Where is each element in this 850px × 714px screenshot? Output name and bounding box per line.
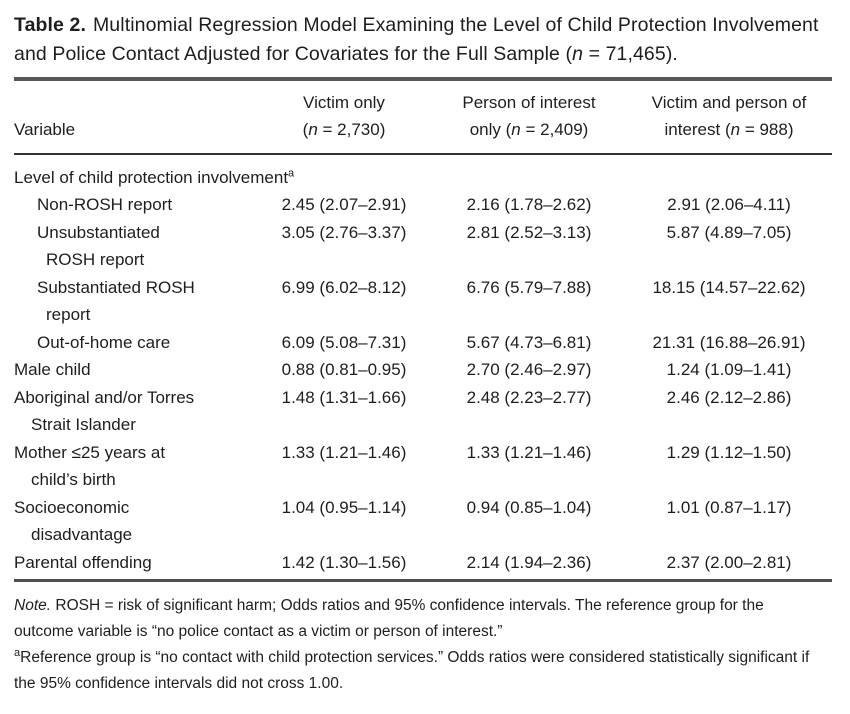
variable-label-line: Strait Islander: [31, 415, 136, 434]
odds-ratio-cell: 1.29 (1.12–1.50): [666, 442, 792, 462]
odds-ratio-cell: 6.09 (5.08–7.31): [281, 332, 407, 352]
column-header-line1: Person of interest: [462, 92, 596, 112]
variable-label-line: Unsubstantiated: [37, 222, 160, 242]
variable-label-line: Level of child protection involvementa: [14, 166, 295, 187]
column-header-line2: (n = 2,730): [302, 120, 386, 139]
variable-label-line: Aboriginal and/or Torres: [14, 387, 195, 407]
odds-ratio-cell: 1.01 (0.87–1.17): [666, 497, 792, 517]
variable-label-line: Socioeconomic: [14, 497, 130, 517]
odds-ratio-cell: 1.48 (1.31–1.66): [281, 387, 407, 407]
odds-ratio-cell: 2.81 (2.52–3.13): [466, 222, 592, 242]
footnote-text: Reference group is “no contact with chil…: [14, 648, 810, 692]
table-row: Out-of-home care 6.09 (5.08–7.31) 5.67 (4.…: [14, 329, 834, 357]
footnote-marker: a: [14, 646, 21, 659]
odds-ratio-cell: 5.87 (4.89–7.05): [666, 222, 792, 242]
odds-ratio-cell: 3.05 (2.76–3.37): [281, 222, 407, 242]
table-row: Non-ROSH report 2.45 (2.07–2.91) 2.16 (1.7…: [14, 191, 834, 219]
odds-ratio-cell: 0.94 (0.85–1.04): [466, 497, 592, 517]
variable-cell: Socioeconomic disadvantage: [14, 494, 254, 549]
table-row: Male child 0.88 (0.81–0.95) 2.70 (2.46–2.9…: [14, 356, 834, 384]
odds-ratio-cell: 6.99 (6.02–8.12): [281, 277, 407, 297]
table-number-label: Table 2.: [14, 14, 86, 36]
n-symbol: n: [511, 120, 521, 139]
n-symbol: n: [730, 120, 741, 139]
variable-label-line: child’s birth: [31, 470, 116, 489]
variable-label-line: Male child: [14, 360, 91, 379]
odds-ratio-cell: 21.31 (16.88–26.91): [652, 332, 806, 352]
table-row: Parental offending 1.42 (1.30–1.56) 2.14 (…: [14, 549, 834, 577]
column-header-person-of-interest-only: Person of interest only (n = 2,409): [434, 81, 624, 153]
header-row: Variable Victim only (n = 2,730) Person …: [14, 81, 834, 153]
odds-ratio-cell: 18.15 (14.57–22.62): [652, 277, 806, 297]
odds-ratio-cell: 1.04 (0.95–1.14): [281, 497, 407, 517]
odds-ratio-cell: 2.46 (2.12–2.86): [666, 387, 792, 407]
table-row: Level of child protection involvementa: [14, 155, 834, 192]
sample-n-value: = 71,465).: [583, 43, 678, 65]
odds-ratio-cell: 5.67 (4.73–6.81): [466, 332, 592, 352]
variable-cell: Unsubstantiated ROSH report: [14, 219, 254, 274]
note-lead: Note.: [14, 596, 52, 614]
general-note: Note. ROSH = risk of significant harm; O…: [14, 593, 826, 645]
note-text: ROSH = risk of significant harm; Odds ra…: [14, 596, 764, 640]
table-row: Aboriginal and/or Torres Strait Islander 1…: [14, 384, 834, 439]
odds-ratio-cell: 2.45 (2.07–2.91): [281, 195, 407, 214]
notes-section: Note. ROSH = risk of significant harm; O…: [14, 593, 826, 697]
footnote-a: aReference group is “no contact with chi…: [14, 645, 826, 697]
column-header-label: Variable: [14, 120, 76, 139]
odds-ratio-cell: 1.33 (1.21–1.46): [466, 442, 592, 462]
variable-cell: Substantiated ROSH report: [14, 274, 254, 329]
odds-ratio-cell: 2.37 (2.00–2.81): [666, 552, 792, 572]
odds-ratio-cell: 0.88 (0.81–0.95): [281, 360, 407, 379]
n-symbol: n: [308, 120, 318, 139]
variable-label-line: Out-of-home care: [37, 332, 171, 352]
variable-label-line: disadvantage: [31, 525, 133, 544]
variable-label-line: Substantiated ROSH: [37, 277, 195, 297]
column-header-variable: Variable: [14, 81, 254, 153]
odds-ratio-cell: 1.42 (1.30–1.56): [281, 552, 407, 572]
column-header-victim-and-person-of-interest: Victim and person of interest (n = 988): [624, 81, 834, 153]
odds-ratio-cell: 2.14 (1.94–2.36): [466, 552, 592, 572]
bottom-rule: [14, 579, 832, 582]
variable-cell: Aboriginal and/or Torres Strait Islander: [14, 384, 254, 439]
table-row: Mother ≤25 years at child’s birth 1.33 (1.…: [14, 439, 834, 494]
column-header-line2: only (n = 2,409): [469, 120, 589, 139]
odds-ratio-cell: 2.48 (2.23–2.77): [466, 387, 592, 407]
variable-cell: Level of child protection involvementa: [14, 155, 834, 192]
odds-ratio-cell: 6.76 (5.79–7.88): [466, 277, 592, 297]
variable-cell: Out-of-home care: [14, 329, 254, 357]
column-header-line1: Victim only: [303, 92, 385, 112]
footnote-reference-marker: a: [288, 166, 295, 179]
variable-label-line: Parental offending: [14, 552, 152, 572]
odds-ratio-cell: 1.33 (1.21–1.46): [281, 442, 407, 462]
odds-ratio-cell: 2.16 (1.78–2.62): [466, 195, 592, 214]
variable-label-line: ROSH report: [46, 250, 145, 269]
table-row: Substantiated ROSH report 6.99 (6.02–8.12)…: [14, 274, 834, 329]
table-header: Variable Victim only (n = 2,730) Person …: [14, 81, 834, 153]
sample-n-symbol: n: [572, 43, 584, 65]
variable-cell: Mother ≤25 years at child’s birth: [14, 439, 254, 494]
column-header-line1: Victim and person of: [651, 92, 807, 112]
regression-table: Variable Victim only (n = 2,730) Person …: [14, 81, 834, 153]
table-title-text: Multinomial Regression Model Examining t…: [14, 14, 819, 65]
header-rule: [14, 152, 832, 155]
top-rule: [14, 77, 832, 81]
variable-cell: Non-ROSH report: [14, 191, 254, 219]
variable-cell: Parental offending: [14, 549, 254, 577]
odds-ratio-cell: 1.24 (1.09–1.41): [666, 360, 792, 379]
variable-label-line: report: [46, 305, 91, 324]
table-row: Unsubstantiated ROSH report 3.05 (2.76–3.3…: [14, 219, 834, 274]
variable-label-line: Mother ≤25 years at: [14, 442, 166, 462]
variable-label-line: Non-ROSH report: [37, 195, 173, 214]
odds-ratio-cell: 2.70 (2.46–2.97): [466, 360, 592, 379]
table-title: Table 2. Multinomial Regression Model Exa…: [14, 11, 820, 69]
column-header-line2: interest (n = 988): [664, 120, 794, 139]
variable-cell: Male child: [14, 356, 254, 384]
column-header-victim-only: Victim only (n = 2,730): [254, 81, 434, 153]
table-body: Level of child protection involvementa No…: [14, 155, 834, 577]
table-row: Socioeconomic disadvantage 1.04 (0.95–1.14…: [14, 494, 834, 549]
odds-ratio-cell: 2.91 (2.06–4.11): [667, 195, 791, 214]
regression-table-body: Level of child protection involvementa No…: [14, 155, 834, 577]
